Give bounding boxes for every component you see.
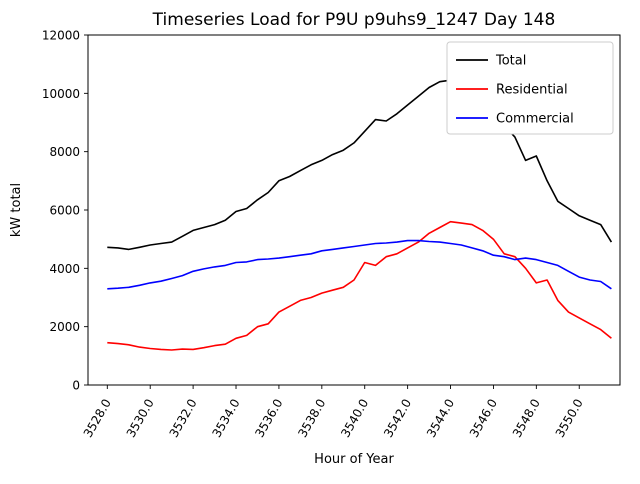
y-tick-label: 8000 [49, 145, 80, 159]
series-line-total [107, 79, 613, 251]
y-tick-label: 10000 [42, 87, 80, 101]
y-tick-label: 12000 [42, 29, 80, 43]
x-tick-label: 3536.0 [252, 397, 285, 440]
legend-rows: Total Residential Commercial [456, 54, 574, 127]
chart-title: Timeseries Load for P9U p9uhs9_1247 Day … [152, 10, 556, 30]
x-tick-label: 3534.0 [209, 397, 242, 440]
legend: Total Residential Commercial [446, 41, 614, 135]
legend-box [446, 41, 614, 135]
x-tick-label: 3538.0 [295, 397, 328, 440]
x-tick-label: 3528.0 [81, 397, 114, 440]
y-tick-label: 2000 [49, 320, 80, 334]
y-axis-label: kW total [9, 183, 24, 237]
legend-label-total: Total [495, 54, 526, 69]
x-tick-label: 3546.0 [467, 397, 500, 440]
x-tick-label: 3542.0 [381, 397, 414, 440]
y-tick-label: 0 [72, 379, 80, 393]
x-tick-label: 3532.0 [167, 397, 200, 440]
series-line-residential [107, 220, 612, 351]
y-tick-label: 6000 [49, 204, 80, 218]
legend-label-commercial: Commercial [496, 112, 574, 127]
x-tick-label: 3548.0 [510, 397, 543, 440]
series-line-commercial [107, 239, 612, 290]
x-tick-label: 3544.0 [424, 397, 457, 440]
x-tick-label: 3530.0 [124, 397, 157, 440]
x-tick-label: 3550.0 [553, 397, 586, 440]
x-axis-label: Hour of Year [314, 452, 394, 467]
x-tick-label: 3540.0 [338, 397, 371, 440]
y-tick-label: 4000 [49, 262, 80, 276]
axes-border [87, 34, 621, 386]
legend-label-residential: Residential [496, 83, 568, 98]
